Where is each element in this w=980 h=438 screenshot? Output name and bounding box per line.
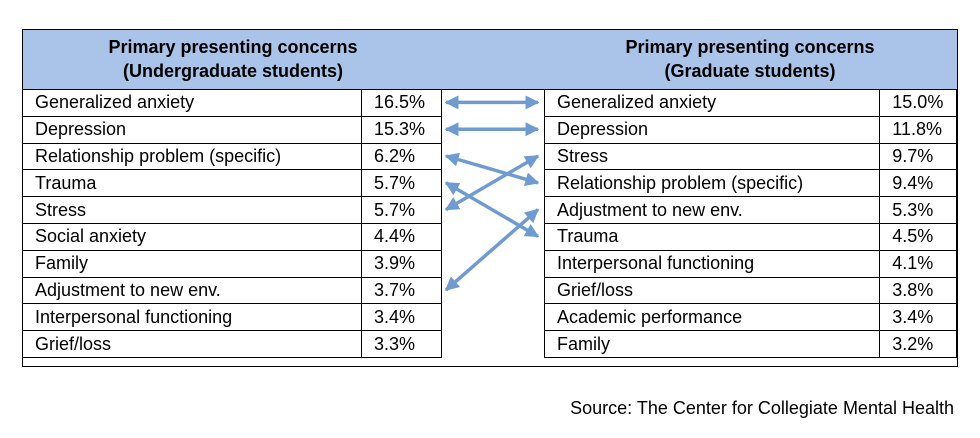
undergraduate-row: Grief/loss 3.3% <box>22 330 442 358</box>
undergraduate-concern-percent: 6.2% <box>361 142 442 171</box>
graduate-concern-name: Trauma <box>543 222 881 251</box>
graduate-row: Interpersonal functioning 4.1% <box>543 249 957 278</box>
graduate-concern-percent: 4.5% <box>879 222 957 251</box>
undergraduate-row: Depression 15.3% <box>22 115 442 144</box>
graduate-concern-percent: 3.4% <box>879 303 957 332</box>
graduate-concern-percent: 3.8% <box>879 276 957 305</box>
graduate-concern-name: Adjustment to new env. <box>543 196 881 224</box>
graduate-concern-name: Depression <box>543 115 881 144</box>
undergraduate-concern-percent: 3.4% <box>361 303 442 332</box>
undergraduate-concern-percent: 5.7% <box>361 196 442 224</box>
graduate-header-line2: (Graduate students) <box>664 61 836 81</box>
graduate-concern-percent: 15.0% <box>879 89 957 117</box>
comparison-table-frame: Primary presenting concerns (Undergradua… <box>22 29 958 367</box>
undergraduate-row: Stress 5.7% <box>22 196 442 224</box>
graduate-concern-percent: 9.7% <box>879 142 957 171</box>
graduate-concern-percent: 9.4% <box>879 169 957 198</box>
undergraduate-row: Relationship problem (specific) 6.2% <box>22 142 442 171</box>
undergraduate-concern-name: Stress <box>22 196 362 224</box>
graduate-concern-name: Family <box>543 330 881 358</box>
undergraduate-concern-name: Family <box>22 249 362 278</box>
undergraduate-header: Primary presenting concerns (Undergradua… <box>23 35 443 83</box>
graduate-concern-percent: 3.2% <box>879 330 957 358</box>
graduate-row: Grief/loss 3.8% <box>543 276 957 305</box>
undergraduate-concern-percent: 3.9% <box>361 249 442 278</box>
graduate-concern-name: Academic performance <box>543 303 881 332</box>
graduate-concern-percent: 4.1% <box>879 249 957 278</box>
undergraduate-row: Generalized anxiety 16.5% <box>22 89 442 117</box>
undergraduate-concern-percent: 15.3% <box>361 115 442 144</box>
undergraduate-concern-percent: 4.4% <box>361 222 442 251</box>
graduate-header-line1: Primary presenting concerns <box>625 37 875 57</box>
undergraduate-concern-name: Relationship problem (specific) <box>22 142 362 171</box>
source-note: Source: The Center for Collegiate Mental… <box>570 398 954 418</box>
undergraduate-concern-percent: 3.7% <box>361 276 442 305</box>
undergraduate-concern-name: Depression <box>22 115 362 144</box>
undergraduate-concern-name: Grief/loss <box>22 330 362 358</box>
undergraduate-concern-name: Adjustment to new env. <box>22 276 362 305</box>
undergraduate-concern-name: Social anxiety <box>22 222 362 251</box>
graduate-concern-name: Relationship problem (specific) <box>543 169 881 198</box>
undergraduate-concern-percent: 16.5% <box>361 89 442 117</box>
undergraduate-concern-percent: 3.3% <box>361 330 442 358</box>
graduate-concern-name: Interpersonal functioning <box>543 249 881 278</box>
graduate-row: Family 3.2% <box>543 330 957 358</box>
graduate-concern-name: Generalized anxiety <box>543 89 881 117</box>
graduate-row: Depression 11.8% <box>543 115 957 144</box>
graduate-concern-name: Grief/loss <box>543 276 881 305</box>
undergraduate-row: Social anxiety 4.4% <box>22 222 442 251</box>
undergraduate-row: Family 3.9% <box>22 249 442 278</box>
graduate-concern-name: Stress <box>543 142 881 171</box>
graduate-header: Primary presenting concerns (Graduate st… <box>543 35 957 83</box>
graduate-row: Trauma 4.5% <box>543 222 957 251</box>
graduate-concern-percent: 11.8% <box>879 115 957 144</box>
undergraduate-row: Trauma 5.7% <box>22 169 442 198</box>
undergraduate-header-line1: Primary presenting concerns <box>108 37 358 57</box>
undergraduate-concern-percent: 5.7% <box>361 169 442 198</box>
undergraduate-table: Generalized anxiety 16.5% Depression 15.3% R… <box>22 89 442 358</box>
graduate-row: Generalized anxiety 15.0% <box>543 89 957 117</box>
undergraduate-concern-name: Interpersonal functioning <box>22 303 362 332</box>
graduate-concern-percent: 5.3% <box>879 196 957 224</box>
graduate-table: Generalized anxiety 15.0% Depression 11.8% S… <box>543 89 957 358</box>
undergraduate-header-line2: (Undergraduate students) <box>122 61 344 81</box>
undergraduate-concern-name: Generalized anxiety <box>22 89 362 117</box>
graduate-row: Stress 9.7% <box>543 142 957 171</box>
undergraduate-row: Adjustment to new env. 3.7% <box>22 276 442 305</box>
undergraduate-row: Interpersonal functioning 3.4% <box>22 303 442 332</box>
table-header: Primary presenting concerns (Undergradua… <box>23 30 957 90</box>
undergraduate-concern-name: Trauma <box>22 169 362 198</box>
graduate-row: Relationship problem (specific) 9.4% <box>543 169 957 198</box>
graduate-row: Adjustment to new env. 5.3% <box>543 196 957 224</box>
graduate-row: Academic performance 3.4% <box>543 303 957 332</box>
